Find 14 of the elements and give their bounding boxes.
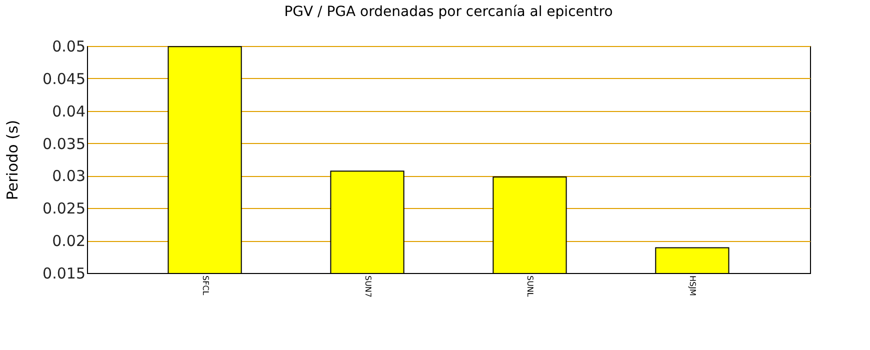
y-tick-label: 0.03 — [52, 167, 86, 186]
y-tick-label: 0.015 — [42, 264, 86, 282]
x-tick-label: HSJM — [688, 276, 698, 296]
y-tick-label: 0.025 — [42, 200, 86, 218]
y-tick-label: 0.045 — [42, 70, 86, 88]
y-tick-label: 0.05 — [52, 38, 86, 56]
y-axis-title: Periodo (s) — [4, 120, 22, 200]
y-tick-label: 0.02 — [52, 232, 86, 250]
x-tick-label: SUN7 — [363, 276, 372, 298]
chart-title: PGV / PGA ordenadas por cercanía al epicentro — [284, 4, 613, 20]
y-tick-label: 0.04 — [52, 102, 86, 120]
x-tick-label: SUNL — [526, 276, 535, 298]
x-tick-label: SFCL — [200, 276, 210, 296]
y-tick-label: 0.035 — [42, 134, 86, 153]
